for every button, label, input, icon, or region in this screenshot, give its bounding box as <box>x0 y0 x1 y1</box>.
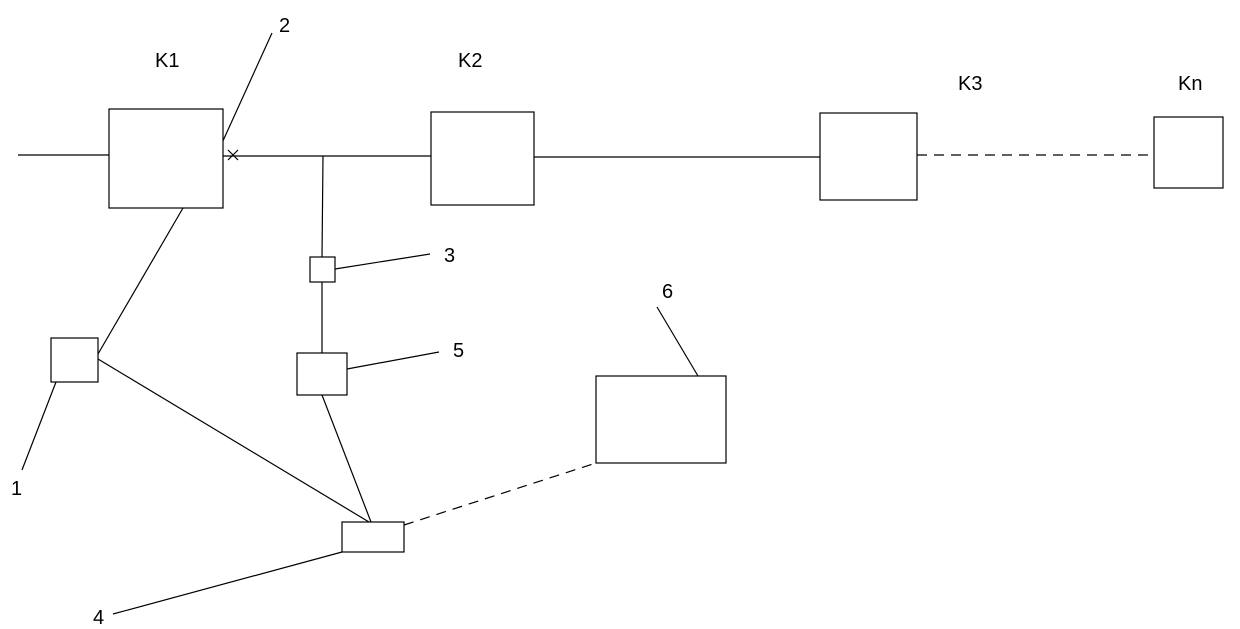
label-l1: 1 <box>11 478 22 501</box>
node-n6 <box>596 376 726 463</box>
node-K2 <box>431 112 534 205</box>
edge-n4bl-label4 <box>113 552 342 614</box>
label-K2: K2 <box>458 50 482 73</box>
edge-K1br-n1 <box>98 208 183 354</box>
edge-n5b-n4t <box>322 395 371 522</box>
node-n3 <box>310 257 335 282</box>
edge-n4r-n6bl <box>404 463 596 525</box>
node-Kn <box>1154 117 1223 188</box>
label-l5: 5 <box>453 340 464 363</box>
edge-n6t-label6 <box>657 307 698 376</box>
node-K1 <box>109 109 223 208</box>
node-n1 <box>51 338 98 382</box>
edge-n5r-label5 <box>347 352 439 369</box>
diagram-svg <box>0 0 1240 629</box>
label-K3: K3 <box>958 73 982 96</box>
label-l6: 6 <box>662 281 673 304</box>
edge-n3r-label3 <box>335 254 430 269</box>
node-K3 <box>820 113 917 200</box>
label-l2: 2 <box>279 15 290 38</box>
node-n4 <box>342 522 404 552</box>
label-l4: 4 <box>93 607 104 629</box>
label-Kn: Kn <box>1178 73 1202 96</box>
edge-n1b-label1 <box>22 382 56 470</box>
edge-cross-label2 <box>222 33 272 143</box>
label-K1: K1 <box>155 50 179 73</box>
edge-bus-n3top <box>322 156 323 257</box>
node-n5 <box>297 353 347 395</box>
label-l3: 3 <box>444 245 455 268</box>
